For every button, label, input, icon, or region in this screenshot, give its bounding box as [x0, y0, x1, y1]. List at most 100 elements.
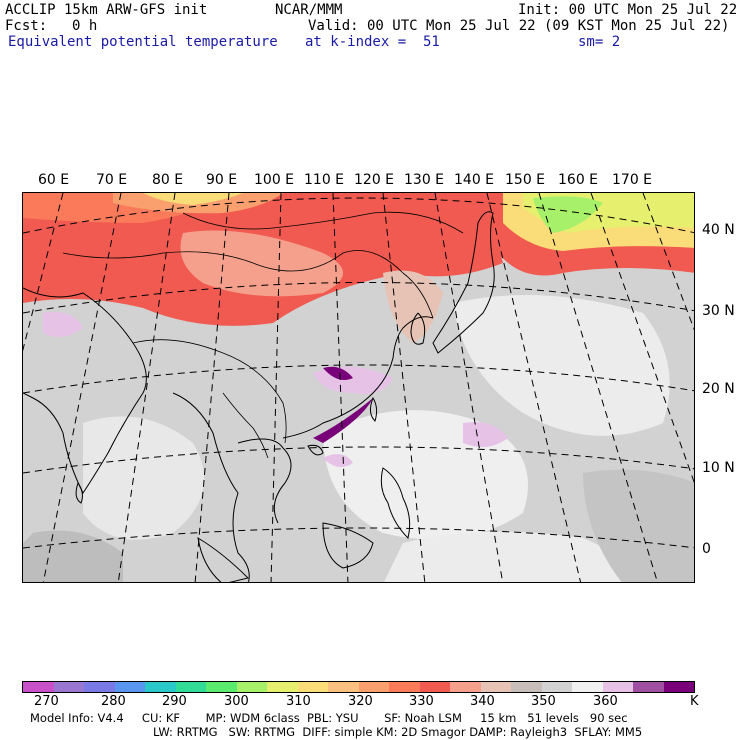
field-purple-patch [43, 312, 83, 337]
china-coast [282, 316, 434, 439]
field-light-patch [83, 416, 205, 540]
theta-e-map [22, 192, 695, 583]
colorbar-tick-350: 350 [531, 694, 556, 709]
lon-label-120e: 120 E [354, 172, 395, 188]
colorbar-units: K [690, 694, 699, 709]
sumatra-coast [197, 537, 249, 582]
philippines-coast [380, 467, 411, 539]
colorbar-tick-360: 360 [593, 694, 618, 709]
lat-line-equator [23, 527, 694, 549]
forecast-hour: 0 h [72, 18, 98, 34]
colorbar-tick-320: 320 [348, 694, 373, 709]
field-warm-core [143, 193, 243, 205]
border-line [132, 339, 287, 444]
colorbar-tick-280: 280 [101, 694, 126, 709]
map-canvas [23, 193, 694, 582]
colorbar-segment [389, 682, 420, 692]
border-line [182, 211, 464, 234]
lon-line [270, 193, 282, 582]
field-dark-patch [23, 530, 123, 582]
forecast-label: Fcst: [5, 18, 48, 34]
colorbar-segment [511, 682, 542, 692]
coastlines [23, 211, 495, 582]
colorbar-segment [175, 682, 206, 692]
lon-label-90e: 90 E [206, 172, 238, 188]
colorbar-segment [267, 682, 298, 692]
colorbar-tick-310: 310 [286, 694, 311, 709]
lat-label-20n: 20 N [702, 381, 735, 397]
colorbar-segment [236, 682, 267, 692]
field-purple-core [313, 398, 373, 443]
field-light-patch [453, 295, 670, 436]
colorbar-segment [328, 682, 359, 692]
india-coast [23, 287, 147, 494]
colorbar-segment [541, 682, 572, 692]
lat-line-40n [23, 197, 694, 234]
field-ne-band [533, 196, 603, 233]
lon-label-170e: 170 E [612, 172, 653, 188]
lon-line [590, 193, 694, 484]
init-time: Init: 00 UTC Mon 25 Jul 22 [518, 2, 738, 18]
lat-label-40n: 40 N [702, 222, 735, 238]
lon-line [382, 193, 426, 582]
colorbar-segment [419, 682, 450, 692]
colorbar-segment [480, 682, 511, 692]
japan-coast [432, 211, 495, 354]
lat-label-30n: 30 N [702, 303, 735, 319]
model-info-line1: Model Info: V4.4 CU: KF MP: WDM 6class P… [30, 711, 628, 725]
colorbar-segment [23, 682, 54, 692]
colorbar-segment [145, 682, 176, 692]
model-title: ACCLIP 15km ARW-GFS init [5, 2, 208, 18]
lat-label-10n: 10 N [702, 460, 735, 476]
colorbar-segment [297, 682, 328, 692]
borneo-coast [322, 522, 374, 569]
colorbar-tick-330: 330 [409, 694, 434, 709]
colorbar-segment [572, 682, 603, 692]
lon-label-130e: 130 E [404, 172, 445, 188]
center-label: NCAR/MMM [275, 2, 343, 18]
lon-label-60e: 60 E [38, 172, 70, 188]
field-dark-patch [583, 469, 694, 582]
lon-label-160e: 160 E [558, 172, 599, 188]
lon-label-140e: 140 E [454, 172, 495, 188]
colorbar-segment [206, 682, 237, 692]
taiwan-coast [369, 396, 378, 422]
lon-label-110e: 110 E [304, 172, 345, 188]
lat-line-10n [23, 446, 694, 474]
field-name: Equivalent potential temperature [8, 34, 278, 50]
colorbar-tick-290: 290 [162, 694, 187, 709]
korea-coast [410, 312, 426, 345]
lon-label-150e: 150 E [505, 172, 546, 188]
lat-line-20n [23, 364, 694, 394]
colorbar-segment [358, 682, 389, 692]
hainan-coast [307, 444, 324, 456]
field-light-patch [383, 531, 628, 582]
lat-label-equator: 0 [702, 541, 711, 557]
colorbar [22, 681, 695, 693]
valid-time: Valid: 00 UTC Mon 25 Jul 22 (09 KST Mon … [308, 18, 730, 34]
field-warm-lobe [383, 270, 443, 343]
myanmar-malay-coast [172, 392, 250, 582]
colorbar-segment [114, 682, 145, 692]
lon-label-100e: 100 E [254, 172, 295, 188]
colorbar-segment [450, 682, 481, 692]
colorbar-segment [602, 682, 633, 692]
colorbar-tick-340: 340 [470, 694, 495, 709]
lon-line [194, 193, 230, 582]
colorbar-segment [663, 682, 694, 692]
country-borders [62, 211, 464, 459]
border-line [62, 250, 434, 319]
lon-line [117, 193, 176, 582]
lat-line-30n [23, 282, 694, 314]
level-info: at k-index = 51 [305, 34, 440, 50]
indochina-coast [237, 438, 292, 524]
colorbar-tick-270: 270 [34, 694, 59, 709]
field-purple-patch [463, 422, 508, 447]
lon-label-80e: 80 E [152, 172, 184, 188]
colorbar-segment [53, 682, 84, 692]
field-purple-patch [323, 454, 353, 467]
lon-line [538, 193, 658, 582]
colorbar-segment [84, 682, 115, 692]
model-info-line2: LW: RRTMG SW: RRTMG DIFF: simple KM: 2D … [153, 725, 643, 739]
colorbar-segment [633, 682, 664, 692]
